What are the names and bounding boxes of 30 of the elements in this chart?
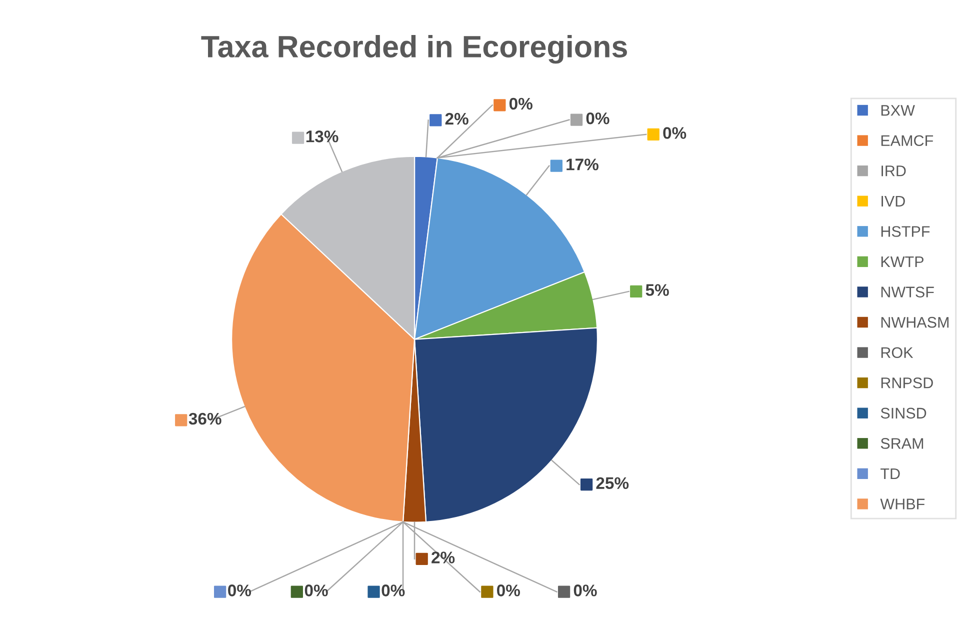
legend-label: TD	[880, 468, 900, 480]
legend-label: ROK	[881, 347, 914, 358]
data-label: 25%	[596, 477, 629, 490]
text: 0%	[228, 584, 252, 596]
legend-label: IVD	[882, 196, 905, 206]
text: 0%	[574, 584, 597, 596]
data-label: 17%	[566, 158, 598, 170]
data-label: 13%	[306, 130, 338, 142]
legend-label: BXW	[881, 105, 915, 116]
legend-label: RNPSD	[881, 377, 933, 388]
text: 0%	[382, 584, 405, 596]
data-label: 36%	[188, 412, 222, 425]
legend-label: WHBF	[880, 498, 925, 510]
legend-label: HSTPF	[881, 226, 930, 237]
legend-label: SINSD	[880, 408, 926, 419]
text: 0%	[663, 127, 686, 139]
text: 0%	[497, 584, 520, 596]
data-label: 2%	[432, 552, 455, 564]
legend-label: KWTP	[881, 256, 924, 268]
legend-label: NWTSF	[881, 286, 934, 298]
legend-label: EAMCF	[881, 135, 934, 146]
text: 0%	[304, 584, 328, 596]
text: 0%	[509, 98, 532, 110]
legend-label: NWHASM	[881, 316, 949, 328]
legend-label: IRD	[882, 166, 906, 176]
data-label: 5%	[646, 284, 669, 296]
chart-title: Taxa Recorded in Ecoregions	[201, 35, 627, 64]
data-label: 2%	[445, 112, 468, 125]
text: 0%	[586, 112, 610, 124]
legend-label: SRAM	[880, 438, 924, 449]
